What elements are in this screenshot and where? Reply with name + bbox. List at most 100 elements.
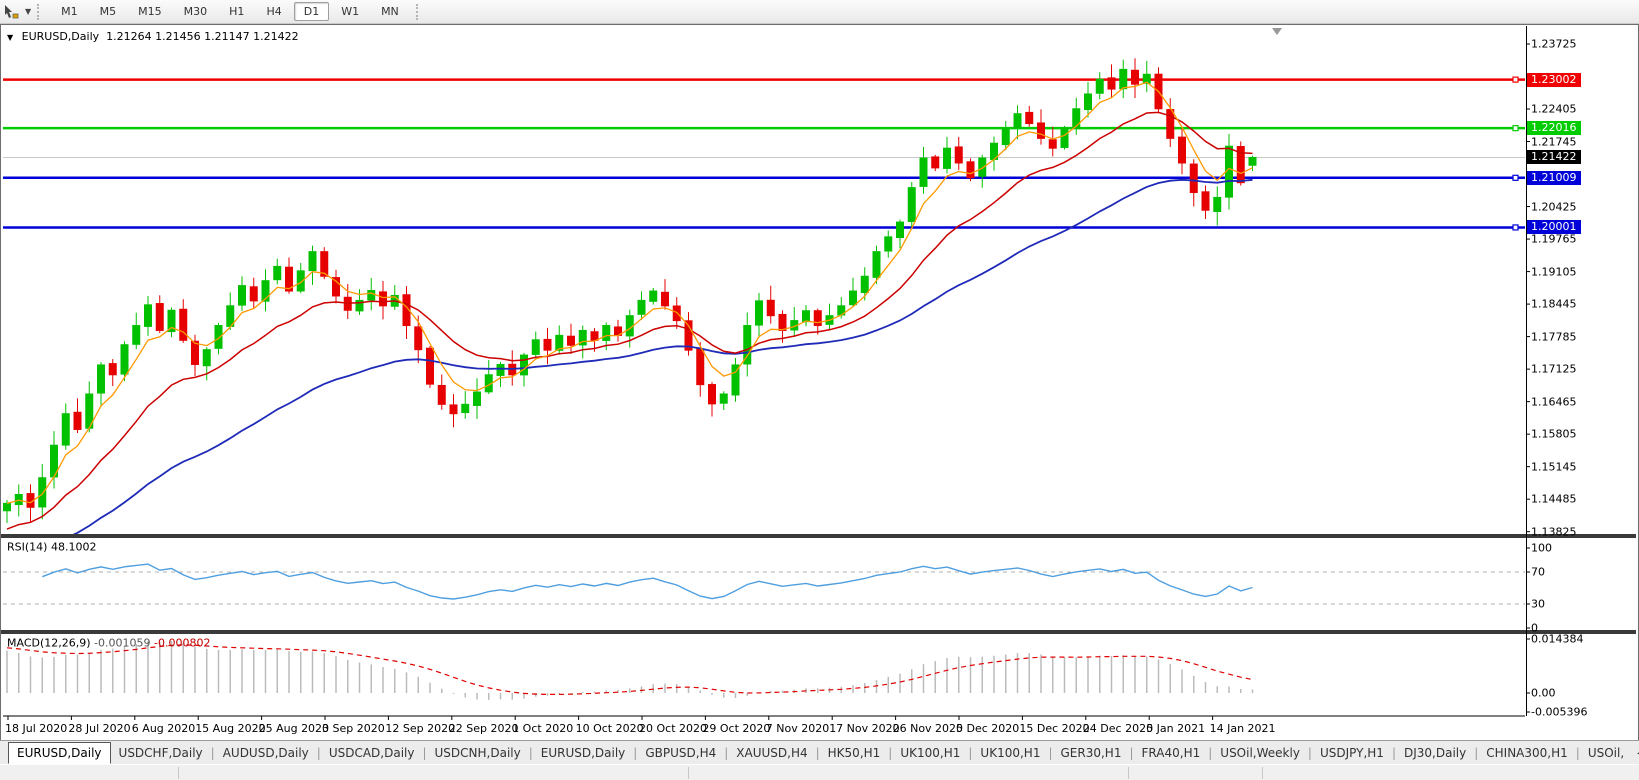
chart-tab-usdchf-daily[interactable]: USDCHF,Daily — [118, 746, 203, 760]
chart-title: ▼ EURUSD,Daily 1.21264 1.21456 1.21147 1… — [7, 30, 299, 43]
tab-separator: | — [1474, 746, 1479, 760]
cursor-tool-icon[interactable]: ▼ — [2, 4, 31, 20]
chart-tab-gbpusd-h4[interactable]: GBPUSD,H4 — [645, 746, 717, 760]
tab-separator: | — [888, 746, 893, 760]
chart-tab-eurusd-daily[interactable]: EURUSD,Daily — [8, 742, 111, 764]
timeframe-toolbar: ▼ M1 M5 M15 M30 H1 H4 D1 W1 MN — [0, 0, 1639, 24]
chart-tab-uk100-h1[interactable]: UK100,H1 — [980, 746, 1041, 760]
date-axis-label-1: 28 Jul 2020 — [68, 722, 131, 735]
level-price-label-1.20001[interactable]: 1.20001 — [1527, 220, 1581, 235]
level-price-label-1.22016[interactable]: 1.22016 — [1527, 121, 1581, 136]
toolbar-grip — [415, 3, 423, 20]
rsi-axis-tick-30: 30 — [1531, 597, 1545, 611]
chart-tab-usdcad-daily[interactable]: USDCAD,Daily — [328, 746, 415, 760]
timeframe-button-w1[interactable]: W1 — [341, 5, 360, 18]
timeframe-button-mn[interactable]: MN — [381, 5, 399, 18]
price-axis-tick-1.21745: 1.21745 — [1531, 135, 1577, 149]
timeframe-button-h1[interactable]: H1 — [229, 5, 245, 18]
rsi-axis-tick-100: 100 — [1531, 541, 1552, 555]
tab-separator: | — [528, 746, 533, 760]
price-axis-tick-1.23725: 1.23725 — [1531, 37, 1577, 51]
symbol-name: EURUSD,Daily — [21, 30, 100, 43]
timeframe-button-m1[interactable]: M1 — [61, 5, 78, 18]
price-axis-tick-1.14485: 1.14485 — [1531, 492, 1577, 506]
price-axis-tick-1.22405: 1.22405 — [1531, 102, 1577, 116]
tab-separator: | — [422, 746, 427, 760]
date-axis-label-16: 15 Dec 2020 — [1019, 722, 1090, 735]
timeframe-button-d1[interactable]: D1 — [293, 2, 330, 21]
ohlc-high: 1.21456 — [155, 30, 201, 43]
chart-tab-fra40-h1[interactable]: FRA40,H1 — [1141, 746, 1201, 760]
chart-tab-dj30-daily[interactable]: DJ30,Daily — [1403, 746, 1467, 760]
tab-separator: | — [1129, 746, 1134, 760]
date-axis-label-7: 22 Sep 2020 — [448, 722, 519, 735]
symbol-collapse-icon[interactable]: ▼ — [7, 33, 14, 42]
chart-tab-uk100-h1[interactable]: UK100,H1 — [900, 746, 961, 760]
chart-tab-audusd-daily[interactable]: AUDUSD,Daily — [222, 746, 309, 760]
timeframe-button-m15[interactable]: M15 — [138, 5, 162, 18]
tab-separator: | — [316, 746, 321, 760]
timeframe-button-m30[interactable]: M30 — [183, 5, 208, 18]
tab-separator: | — [633, 746, 638, 760]
chart-tab-usdcnh-daily[interactable]: USDCNH,Daily — [434, 746, 521, 760]
level-price-label-1.21009[interactable]: 1.21009 — [1527, 170, 1581, 185]
status-bar-divider — [688, 767, 689, 779]
tab-separator: | — [1307, 746, 1312, 760]
date-axis-label-10: 20 Oct 2020 — [639, 722, 708, 735]
date-axis-label-8: 1 Oct 2020 — [512, 722, 574, 735]
price-axis-tick-1.17125: 1.17125 — [1531, 362, 1577, 376]
status-bar — [0, 764, 1639, 780]
date-axis-label-19: 14 Jan 2021 — [1209, 722, 1276, 735]
date-axis-label-13: 17 Nov 2020 — [829, 722, 900, 735]
level-price-label-1.23002[interactable]: 1.23002 — [1527, 72, 1581, 87]
tab-separator: | — [815, 746, 820, 760]
tab-scroll-left-button[interactable]: ◂ — [1632, 747, 1639, 760]
price-axis-tick-1.18445: 1.18445 — [1531, 297, 1577, 311]
tab-separator: | — [210, 746, 215, 760]
ohlc-close: 1.21422 — [253, 30, 299, 43]
dropdown-caret-icon[interactable]: ▼ — [25, 7, 32, 16]
macd-axis-tick-0.00: 0.00 — [1531, 686, 1556, 700]
rsi-axis-tick-0: 0 — [1531, 621, 1538, 635]
pane-separator-rsi-macd[interactable] — [1, 630, 1636, 634]
timeframe-button-h4[interactable]: H4 — [266, 5, 282, 18]
date-axis-label-9: 10 Oct 2020 — [575, 722, 644, 735]
chart-tab-ger30-h1[interactable]: GER30,H1 — [1060, 746, 1122, 760]
chart-tab-usdjpy-h1[interactable]: USDJPY,H1 — [1319, 746, 1384, 760]
tab-separator: | — [1391, 746, 1396, 760]
chart-tab-hk50-h1[interactable]: HK50,H1 — [827, 746, 881, 760]
chart-tab-usoil-weekly[interactable]: USOil,Weekly — [1220, 746, 1300, 760]
date-axis-label-12: 7 Nov 2020 — [765, 722, 830, 735]
price-axis-tick-1.20425: 1.20425 — [1531, 200, 1577, 214]
macd-axis-tick--0.005396: -0.005396 — [1531, 705, 1588, 719]
tab-separator: | — [1575, 746, 1580, 760]
tab-separator: | — [968, 746, 973, 760]
price-axis-tick-1.17785: 1.17785 — [1531, 330, 1577, 344]
pane-separator-main-rsi[interactable] — [1, 534, 1636, 538]
date-axis-label-18: 5 Jan 2021 — [1146, 722, 1206, 735]
rsi-axis-tick-70: 70 — [1531, 565, 1545, 579]
chart-tab-xauusd-h4[interactable]: XAUUSD,H4 — [736, 746, 808, 760]
date-axis-label-5: 3 Sep 2020 — [322, 722, 385, 735]
tab-separator: | — [1208, 746, 1213, 760]
chart-tab-eurusd-daily[interactable]: EURUSD,Daily — [540, 746, 626, 760]
chart-tab-china300-h1[interactable]: CHINA300,H1 — [1486, 746, 1568, 760]
ohlc-open: 1.21264 — [106, 30, 152, 43]
tab-separator: | — [724, 746, 729, 760]
timeframe-button-m5[interactable]: M5 — [99, 5, 117, 18]
current-price-label: 1.21422 — [1527, 150, 1581, 165]
date-axis-label-4: 25 Aug 2020 — [258, 722, 330, 735]
status-bar-divider — [178, 767, 179, 779]
ohlc-low: 1.21147 — [204, 30, 250, 43]
price-axis-tick-1.15805: 1.15805 — [1531, 427, 1577, 441]
date-axis-label-15: 5 Dec 2020 — [956, 722, 1020, 735]
date-axis-label-6: 12 Sep 2020 — [385, 722, 456, 735]
macd-axis-tick-0.014384: 0.014384 — [1531, 632, 1584, 646]
chart-tab-usoil-[interactable]: USOil, — [1587, 746, 1625, 760]
date-axis-label-17: 24 Dec 2020 — [1082, 722, 1154, 735]
price-axis-tick-1.19105: 1.19105 — [1531, 265, 1577, 279]
chart-tab-bar: EURUSD,Daily USDCHF,Daily | AUDUSD,Daily | US… — [0, 740, 1639, 765]
date-axis-label-2: 6 Aug 2020 — [131, 722, 196, 735]
date-axis-label-11: 29 Oct 2020 — [702, 722, 771, 735]
